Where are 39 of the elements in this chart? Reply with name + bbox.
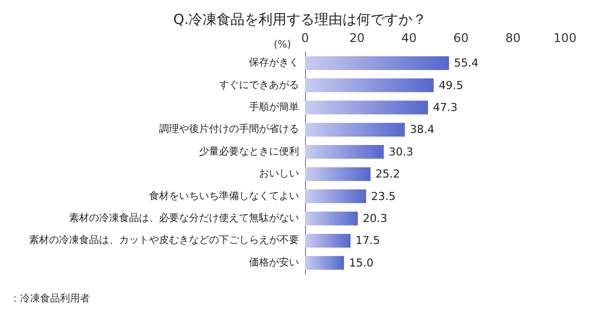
text: ：冷凍食品利用者 [10, 292, 90, 304]
chart-title: Q.冷凍食品を利用する理由は何ですか？ [173, 12, 427, 28]
bar [305, 167, 371, 181]
bar [305, 56, 450, 70]
x-tick-label: 60 [453, 31, 469, 45]
y-tick-label: 手順が簡単 [249, 101, 299, 113]
y-tick-label: 保存がきく [249, 56, 299, 69]
x-tick-label: 80 [505, 31, 521, 45]
bar [305, 234, 350, 248]
y-tick-label: 調理や後片付けの手間が省ける [159, 123, 299, 136]
bar [305, 78, 434, 92]
x-tick-label: 20 [349, 31, 365, 45]
y-tick-label: 食材をいちいち準備しなくてよい [149, 190, 299, 202]
bar [305, 189, 366, 204]
data-label: 38.4 [410, 123, 434, 136]
data-label: 25.2 [376, 168, 400, 181]
data-label: 49.5 [438, 78, 464, 92]
y-tick-label: 少量必要なときに便利 [199, 145, 299, 158]
data-label: 17.5 [356, 234, 380, 248]
y-tick-label: 価格が安い [249, 256, 299, 268]
y-tick-label: すぐにできあがる [219, 80, 299, 91]
bar [305, 122, 405, 137]
data-label: 20.3 [362, 212, 388, 225]
bar [305, 256, 344, 270]
bar [305, 145, 384, 159]
y-tick-label: 素材の冷凍食品は、必要な分だけ使えて無駄がない [69, 212, 299, 224]
x-tick-label: 100 [554, 31, 576, 45]
bar [305, 212, 358, 226]
x-axis-title: (%) [274, 40, 292, 50]
x-tick-label: 0 [301, 31, 309, 45]
data-label: 47.3 [432, 101, 458, 114]
data-label: 23.5 [371, 190, 396, 203]
data-label: 30.3 [388, 145, 414, 158]
x-tick-label: 40 [401, 31, 417, 45]
bar [305, 100, 428, 114]
data-label: 15.0 [349, 256, 374, 270]
data-label: 55.4 [454, 56, 479, 70]
y-tick-label: おいしい [259, 168, 299, 180]
y-tick-label: 素材の冷凍食品は、カットや皮むきなどの下ごしらえが不要 [29, 234, 299, 246]
